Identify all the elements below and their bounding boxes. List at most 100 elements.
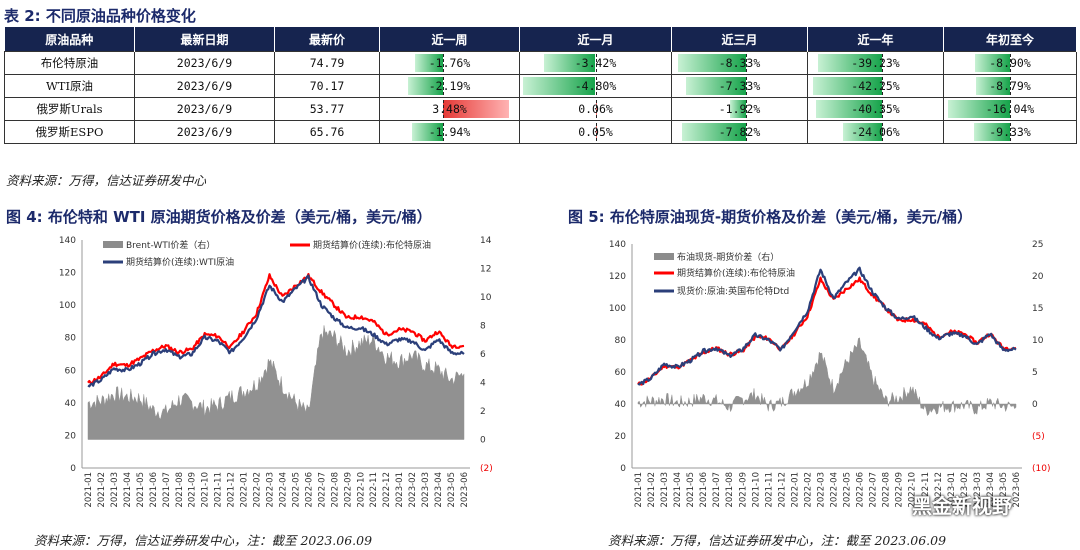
x-tick-label: 2023-05 (447, 472, 457, 508)
y-right-tick-label: (5) (1032, 432, 1045, 442)
x-tick-label: 2023-04 (434, 472, 444, 508)
brent-spot-futures-chart: 0 20 40 60 80 100 120 140 (10) (5) 0 5 10 15 20 25 2021-… (609, 240, 1051, 508)
header-cell: 近一月 (519, 27, 672, 52)
data-bar (442, 100, 510, 118)
cell-text: -2.19% (428, 79, 471, 93)
y-right-tick-label: 10 (480, 293, 492, 303)
y-left-tick-label: 60 (615, 368, 627, 378)
y-right-tick-label: 15 (1032, 304, 1043, 314)
x-tick-label: 2023-02 (960, 472, 970, 508)
x-tick-label: 2022-10 (908, 472, 918, 508)
table-row: 俄罗斯ESPO 2023/6/9 65.76 -1.94% 0.05% -7.82% -24… (4, 120, 1077, 144)
data-bar (815, 100, 883, 118)
x-tick-label: 2023-02 (408, 472, 418, 508)
cell-text: -1.92% (718, 102, 761, 116)
legend-label: 期货结算价(连续):布伦特原油 (677, 267, 795, 279)
table-cell-name: 布伦特原油 (4, 51, 135, 75)
y-right-tick-label: 12 (480, 265, 491, 275)
cell-text: -24.06% (851, 125, 900, 139)
y-right-tick-label: 6 (480, 350, 486, 360)
table-cell-name: WTI原油 (4, 74, 135, 98)
x-tick-label: 2022-08 (330, 472, 340, 508)
cell-text: 2023/6/9 (176, 56, 233, 70)
x-tick-label: 2021-04 (123, 472, 133, 508)
x-tick-label: 2022-07 (869, 472, 879, 508)
legend-label: 期货结算价(连续):布伦特原油 (313, 239, 431, 251)
figure-4-source: 资料来源：万得，信达证券研发中心，注：截至 2023.06.09 (34, 533, 373, 548)
data-bar (975, 77, 1010, 95)
table-cell-q: -7.33% (671, 74, 808, 98)
table-row: WTI原油 2023/6/9 70.17 -2.19% -4.80% -7.33% -42.… (4, 74, 1077, 98)
y-left-tick-label: 0 (70, 464, 76, 474)
table-header-row: 原油品种 最新日期 最新价 近一周 近一月 近三月 近一年 年初至今 (4, 27, 1077, 52)
zero-axis-line (1010, 77, 1011, 95)
table-row: 布伦特原油 2023/6/9 74.79 -1.76% -3.42% -8.33% -39.… (4, 51, 1077, 75)
data-bar (408, 77, 443, 95)
legend-label: 现货价:原油:英国布伦特Dtd (677, 285, 789, 297)
cell-text: 53.77 (309, 102, 345, 116)
cell-text: -1.76% (428, 56, 471, 70)
x-tick-label: 2021-06 (149, 472, 159, 508)
x-tick-label: 2023-03 (421, 472, 431, 508)
table-cell-date: 2023/6/9 (134, 120, 275, 144)
x-tick-label: 2023-06 (1012, 472, 1022, 508)
data-bar (975, 54, 1010, 72)
x-tick-label: 2021-03 (660, 472, 670, 508)
x-tick-label: 2021-05 (136, 472, 146, 508)
cell-text: -40.35% (851, 102, 900, 116)
x-tick-label: 2021-11 (764, 472, 774, 508)
data-bar (812, 77, 883, 95)
x-tick-label: 2021-05 (686, 472, 696, 508)
zero-axis-line (595, 54, 597, 72)
data-bar (415, 54, 443, 72)
x-tick-label: 2022-04 (278, 472, 288, 508)
watermark-text: 黑金新视野 (912, 494, 1012, 518)
table-title: 表 2: 不同原油品种价格变化 (4, 7, 196, 25)
table-cell-m: -4.80% (519, 74, 672, 98)
y-left-tick-label: 140 (609, 240, 626, 250)
blue-price-line (637, 266, 1017, 386)
table-cell-name: 俄罗斯ESPO (4, 120, 135, 144)
y-left-tick-label: 20 (615, 432, 627, 442)
x-tick-label: 2021-01 (84, 472, 94, 508)
y-right-tick-label: 0 (480, 436, 486, 446)
cell-text: 俄罗斯ESPO (35, 125, 104, 139)
spread-area-series (637, 337, 1017, 417)
y-right-tick-label: 25 (1032, 240, 1043, 250)
y-right-tick-label: 14 (480, 236, 492, 246)
x-tick-label: 2021-08 (175, 472, 185, 508)
table-cell-ytd: -9.33% (943, 120, 1077, 144)
x-tick-label: 2022-02 (253, 472, 263, 508)
data-bar (677, 54, 747, 72)
data-bar (523, 77, 596, 95)
y-right-tick-label: (10) (1032, 464, 1050, 474)
x-tick-label: 2021-10 (201, 472, 211, 508)
table-cell-w: -1.94% (379, 120, 520, 144)
x-tick-label: 2023-05 (999, 472, 1009, 508)
x-tick-label: 2021-07 (162, 472, 172, 508)
zero-axis-line (746, 123, 748, 141)
figure-4-title: 图 4: 布伦特和 WTI 原油期货价格及价差（美元/桶，美元/桶） (6, 208, 432, 226)
zero-axis-line (442, 123, 444, 141)
zero-axis-line (1010, 54, 1011, 72)
y-right-tick-label: 20 (1032, 272, 1044, 282)
x-tick-label: 2022-09 (895, 472, 905, 508)
table-cell-price: 65.76 (274, 120, 380, 144)
zero-axis-line (882, 100, 884, 118)
table-cell-ytd: -8.90% (943, 51, 1077, 75)
cell-text: 70.17 (309, 79, 345, 93)
zero-axis-line (746, 77, 748, 95)
data-bar (730, 100, 747, 118)
cell-text: 2023/6/9 (176, 125, 233, 139)
y-left-tick-label: 60 (65, 366, 77, 376)
zero-axis-line (882, 54, 884, 72)
cell-text: 俄罗斯Urals (36, 102, 103, 116)
table-cell-ytd: -8.79% (943, 74, 1077, 98)
x-tick-label: 2022-03 (266, 472, 276, 508)
y-right-tick-label: 4 (480, 379, 486, 389)
cell-text: WTI原油 (45, 79, 94, 93)
x-tick-label: 2022-11 (369, 472, 379, 508)
zero-axis-line (746, 100, 748, 118)
data-bar (947, 100, 1010, 118)
y-right-tick-label: 0 (1032, 400, 1038, 410)
